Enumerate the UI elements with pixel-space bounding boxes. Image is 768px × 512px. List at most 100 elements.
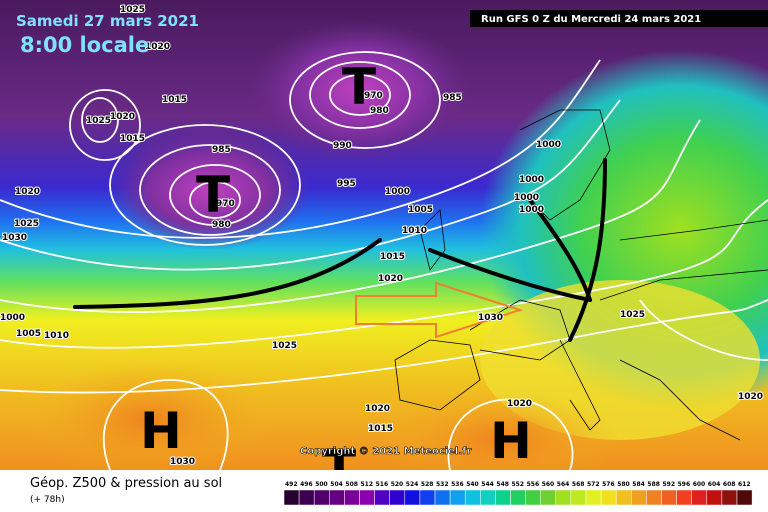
scale-label: 516 bbox=[376, 481, 389, 488]
field-low bbox=[110, 130, 310, 250]
scale-swatch bbox=[736, 489, 753, 506]
scale-label: 608 bbox=[723, 481, 736, 488]
scale-swatch bbox=[359, 489, 375, 506]
isobar-label: 1010 bbox=[402, 226, 427, 236]
isobar-label: 1020 bbox=[365, 404, 390, 414]
isobar-label: 1015 bbox=[380, 252, 405, 262]
run: Run GFS 0 Z du Mercredi 24 mars 2021 bbox=[481, 14, 701, 25]
isobar-label: 1020 bbox=[15, 187, 40, 197]
scale-swatch bbox=[329, 489, 345, 506]
isobar-label: 1030 bbox=[2, 233, 27, 243]
isobar-label: 1015 bbox=[120, 134, 145, 144]
isobar-label: 1020 bbox=[145, 42, 170, 52]
scale-label: 532 bbox=[436, 481, 449, 488]
scale-label: 584 bbox=[632, 481, 645, 488]
isobar-label: 1000 bbox=[536, 140, 561, 150]
isobar-label: 1025 bbox=[272, 341, 297, 351]
isobar-label: 980 bbox=[370, 106, 389, 116]
pressure-symbol: H bbox=[490, 412, 532, 470]
scale-label: 580 bbox=[617, 481, 630, 488]
field-low bbox=[250, 20, 470, 160]
isobar-label: 1000 bbox=[0, 313, 25, 323]
scale-swatch bbox=[600, 489, 617, 506]
isobar-label: 1025 bbox=[620, 310, 645, 320]
scale-label: 512 bbox=[361, 481, 374, 488]
scale-label: 568 bbox=[572, 481, 585, 488]
scale-label: 540 bbox=[466, 481, 479, 488]
scale-label: 520 bbox=[391, 481, 404, 488]
scale-swatch bbox=[706, 489, 723, 506]
isobar-label: 985 bbox=[443, 93, 462, 103]
run-bar bbox=[470, 10, 768, 27]
scale-swatch bbox=[389, 489, 406, 506]
scale-swatch bbox=[510, 489, 526, 506]
isobar-label: 995 bbox=[337, 179, 356, 189]
scale-label: 500 bbox=[315, 481, 328, 488]
scale-swatch bbox=[419, 489, 436, 506]
isobar-label: 1030 bbox=[478, 313, 503, 323]
scale-label: 612 bbox=[738, 481, 751, 488]
scale-swatch bbox=[283, 489, 300, 506]
scale-swatch bbox=[298, 489, 315, 506]
scale-swatch bbox=[540, 489, 557, 506]
scale-label: 604 bbox=[708, 481, 721, 488]
isobar-label: 1020 bbox=[378, 274, 403, 284]
time: 8:00 locale bbox=[20, 33, 149, 57]
scale-label: 572 bbox=[587, 481, 600, 488]
scale-label: 564 bbox=[557, 481, 570, 488]
isobar-label: 1000 bbox=[514, 193, 539, 203]
scale-swatch bbox=[449, 489, 466, 506]
isobar-label: 980 bbox=[212, 220, 231, 230]
isobar-label: 970 bbox=[216, 199, 235, 209]
scale-label: 548 bbox=[496, 481, 509, 488]
field-high bbox=[380, 390, 620, 490]
scale-swatch bbox=[555, 489, 572, 506]
scale-label: 536 bbox=[451, 481, 464, 488]
scale-swatch bbox=[661, 489, 677, 506]
scale-swatch bbox=[404, 489, 421, 506]
scale-swatch bbox=[495, 489, 511, 506]
date: Samedi 27 mars 2021 bbox=[16, 12, 199, 30]
scale-label: 496 bbox=[300, 481, 313, 488]
isobar-label: 1020 bbox=[110, 112, 135, 122]
scale-swatch bbox=[480, 489, 496, 506]
scale-label: 544 bbox=[481, 481, 494, 488]
isobar-label: 970 bbox=[364, 91, 383, 101]
isobar-label: 1020 bbox=[507, 399, 532, 409]
scale-label: 552 bbox=[512, 481, 525, 488]
scale-label: 504 bbox=[330, 481, 343, 488]
isobar-label: 1010 bbox=[44, 331, 69, 341]
scale-label: 592 bbox=[663, 481, 676, 488]
scale-swatch bbox=[646, 489, 662, 506]
isobar-label: 1025 bbox=[120, 5, 145, 15]
isobar-label: 990 bbox=[333, 141, 352, 151]
footer-lead: (+ 78h) bbox=[30, 495, 65, 505]
isobar-label: 1025 bbox=[86, 116, 111, 126]
isobar-label: 1005 bbox=[408, 205, 433, 215]
scale-label: 524 bbox=[406, 481, 419, 488]
scale-label: 528 bbox=[421, 481, 434, 488]
scale-swatch bbox=[525, 489, 541, 506]
scale-swatch bbox=[374, 489, 390, 506]
pressure-symbol: T bbox=[342, 58, 376, 116]
isobar-label: 1025 bbox=[14, 219, 39, 229]
isobars bbox=[0, 51, 768, 471]
fronts bbox=[73, 158, 607, 342]
scale-swatch bbox=[721, 489, 738, 506]
scale-swatch bbox=[631, 489, 647, 506]
isobar-label: 1015 bbox=[162, 95, 187, 105]
scale-swatch bbox=[570, 489, 587, 506]
isobar-label: 1030 bbox=[170, 457, 195, 467]
scale-label: 492 bbox=[285, 481, 298, 488]
scale-swatch bbox=[434, 489, 451, 506]
scale-label: 576 bbox=[602, 481, 615, 488]
scale-swatch bbox=[344, 489, 360, 506]
scale-swatch bbox=[691, 489, 708, 506]
field-high bbox=[30, 360, 270, 480]
scale-swatch bbox=[615, 489, 632, 506]
isobar-label: 1000 bbox=[519, 175, 544, 185]
coastlines bbox=[394, 109, 768, 441]
isobar-label: 1000 bbox=[519, 205, 544, 215]
copyright: Copyright © 2021 Meteociel.fr bbox=[300, 446, 471, 457]
